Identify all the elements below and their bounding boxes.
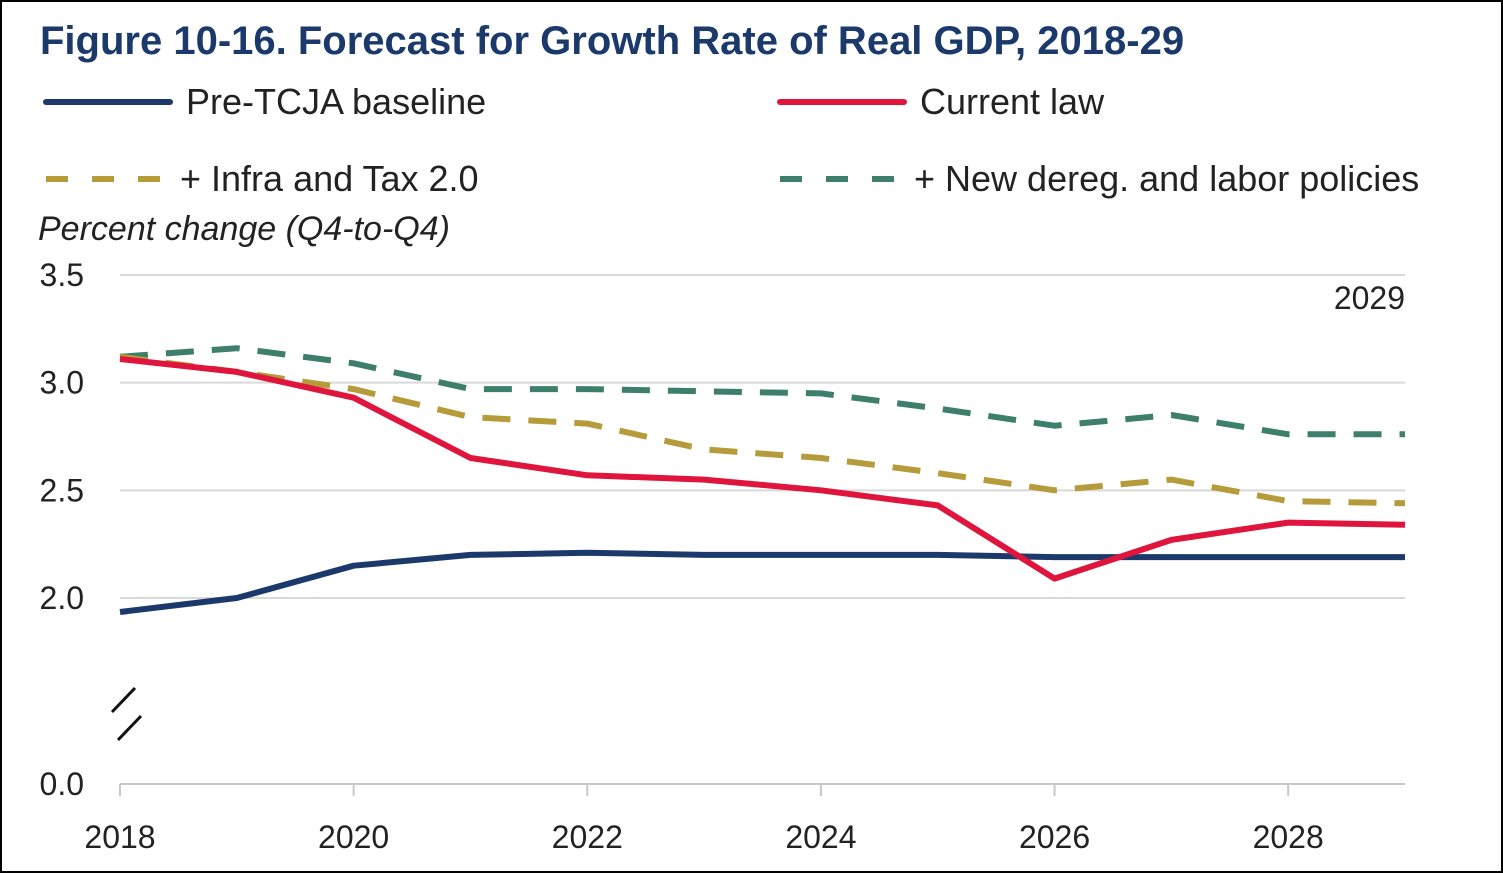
- y-tick-label: 2.0: [40, 580, 84, 616]
- legend-item-infra-and-tax-2-0: + Infra and Tax 2.0: [46, 158, 479, 199]
- legend-item-current-law: Current law: [777, 81, 1105, 122]
- series-line-new-dereg-and-labor-policies: [119, 345, 1405, 438]
- y-axis-ticks: 0.0 2.0 2.5 3.0 3.5: [40, 257, 84, 802]
- legend-item-pre-tcja-baseline: Pre-TCJA baseline: [43, 81, 486, 122]
- legend-label: Pre-TCJA baseline: [186, 81, 486, 122]
- y-tick-label: 3.5: [40, 257, 84, 293]
- x-axis-ticks: 2018 2020 2022 2024 2026 2028: [84, 783, 1405, 855]
- axis-break-slash-upper: [110, 686, 137, 714]
- x-tick-label: 2028: [1253, 819, 1324, 855]
- series-lines: [119, 345, 1406, 615]
- axis-break-marker: [110, 686, 143, 742]
- y-axis-label: Percent change (Q4-to-Q4): [38, 210, 450, 248]
- legend-label: Current law: [920, 81, 1105, 122]
- x-tick-label: 2026: [1019, 819, 1090, 855]
- y-tick-label: 0.0: [40, 766, 84, 802]
- year-annotation: 2029: [1334, 280, 1405, 316]
- legend: Pre-TCJA baseline Current law + Infra and …: [43, 81, 1419, 199]
- chart-title: Figure 10-16. Forecast for Growth Rate o…: [40, 19, 1184, 63]
- y-tick-label: 2.5: [40, 472, 84, 508]
- legend-label: + Infra and Tax 2.0: [180, 158, 479, 199]
- y-tick-label: 3.0: [40, 365, 84, 401]
- series-line-current-law: [119, 356, 1406, 582]
- x-tick-label: 2024: [785, 819, 856, 855]
- x-tick-label: 2020: [318, 819, 389, 855]
- legend-item-new-dereg-and-labor-policies: + New dereg. and labor policies: [780, 158, 1419, 199]
- axis-break-slash-lower: [116, 714, 143, 742]
- series-line-pre-tcja-baseline: [119, 549, 1405, 615]
- grid-lines: [120, 274, 1405, 599]
- x-tick-label: 2018: [84, 819, 155, 855]
- legend-label: + New dereg. and labor policies: [914, 158, 1419, 199]
- series-line-infra-and-tax-2-0: [119, 353, 1406, 507]
- x-tick-label: 2022: [552, 819, 623, 855]
